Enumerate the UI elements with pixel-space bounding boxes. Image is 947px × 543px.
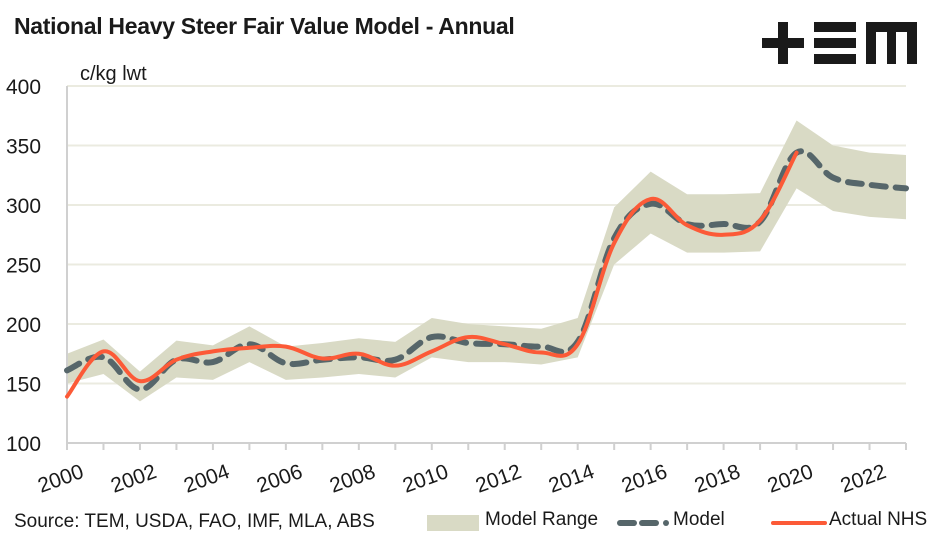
y-tick-label: 200 [6,314,41,337]
x-tick-label: 2016 [619,460,671,498]
x-tick-label: 2022 [837,460,889,498]
actual-nhs-line [65,150,799,399]
x-axis-labels: 2000 2002 2004 2006 2008 2010 2012 2014 2016 2018… [35,460,889,498]
logo-e-top [814,22,856,32]
tem-logo [762,22,917,64]
x-tick-label: 2014 [546,460,598,498]
y-axis-labels: 100 150 200 250 300 350 400 [6,76,41,456]
series-lines [64,148,909,399]
x-tick-label: 2018 [692,460,744,498]
y-tick-label: 250 [6,255,41,278]
legend-label-model-range: Model Range [485,509,599,530]
axes [66,86,907,450]
logo-plus-vertical [778,22,788,64]
source-note: Source: TEM, USDA, FAO, IMF, MLA, ABS [14,511,375,532]
x-tick-label: 2008 [327,460,379,498]
legend: Model Range Model Actual NHS [0,509,947,539]
chart-title: National Heavy Steer Fair Value Model - … [14,13,515,39]
y-tick-label: 150 [6,374,41,397]
logo-e-bottom [814,54,856,64]
x-tick-label: 2000 [35,460,87,498]
y-tick-label: 400 [6,76,41,99]
legend-label-actual-nhs: Actual NHS [829,509,928,530]
y-tick-label: 300 [6,195,41,218]
legend-swatch-actual-nhs [771,521,827,525]
x-tick-label: 2012 [473,460,525,498]
y-tick-label: 350 [6,136,41,159]
x-tick-label: 2004 [181,460,233,498]
logo-m [866,22,917,64]
legend-label-model: Model [673,509,725,530]
legend-swatch-model-range [427,515,479,531]
x-tick-label: 2010 [400,460,452,498]
x-tick-label: 2006 [254,460,306,498]
y-axis-unit-label: c/kg lwt [80,63,147,85]
x-tick-label: 2020 [764,460,816,498]
x-tick-label: 2002 [108,460,160,498]
y-tick-label: 100 [6,433,41,456]
logo-e-middle [814,38,856,48]
legend-swatch-model [617,520,669,526]
